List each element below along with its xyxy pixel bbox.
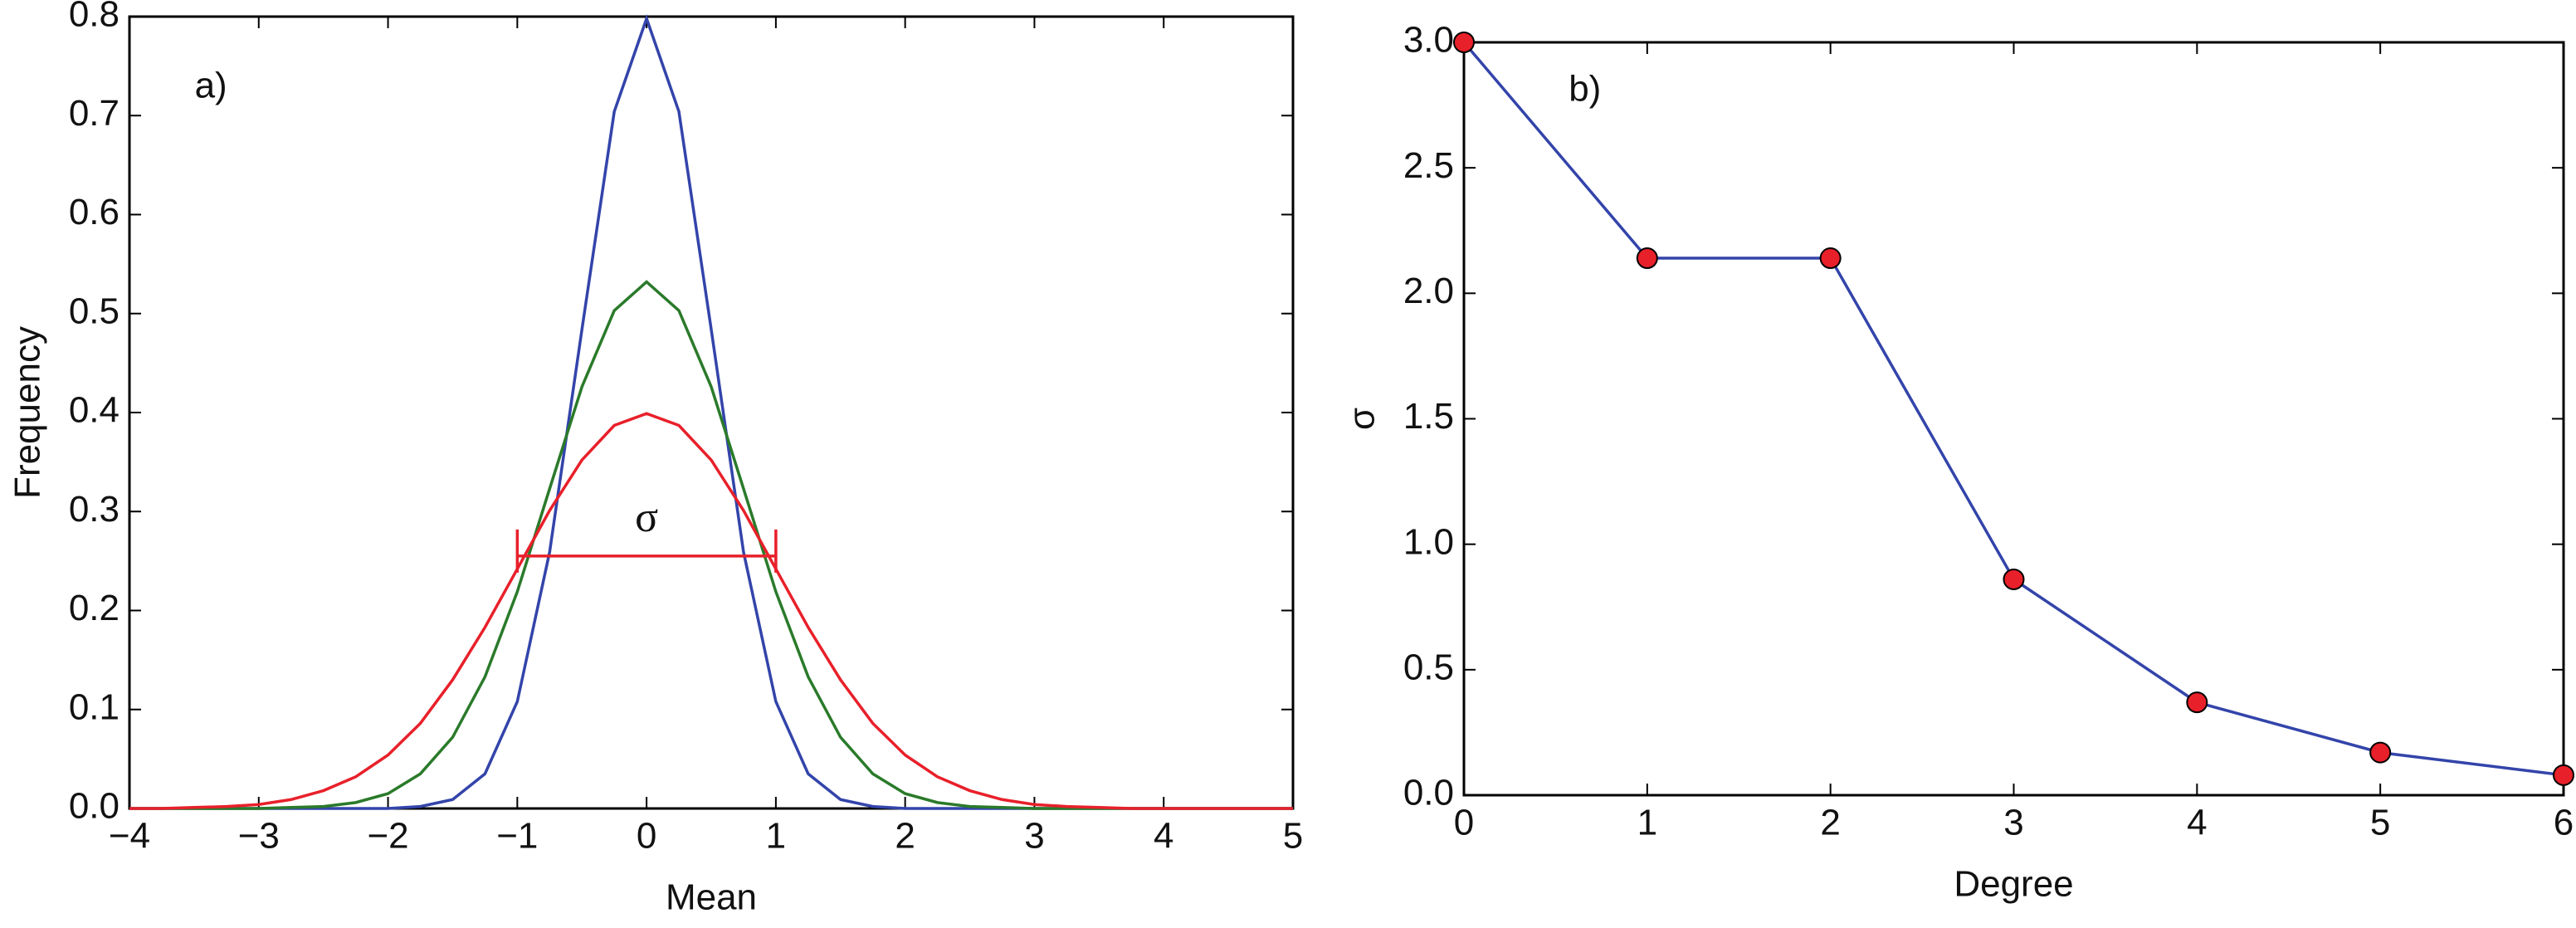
y-tick-label: 0.1 [69, 686, 120, 727]
x-tick-label: −2 [367, 816, 408, 857]
plot-frame [128, 15, 1295, 810]
y-tick-label: 0.7 [69, 93, 120, 134]
data-point [2553, 764, 2574, 786]
data-point [1819, 247, 1842, 270]
y-axis-label: σ [1342, 408, 1383, 430]
series-line [1462, 41, 2564, 777]
data-point [1636, 247, 1658, 270]
y-tick-label: 0.2 [69, 588, 120, 628]
sigma-label: σ [635, 494, 658, 541]
x-tick-label: 2 [895, 816, 915, 857]
y-tick-label: 0.5 [69, 291, 120, 331]
y-tick-label: 1.0 [1403, 521, 1454, 562]
y-axis-label: Frequency [7, 326, 48, 499]
y-tick-label: 0.0 [69, 786, 120, 827]
x-tick-label: 5 [2370, 803, 2390, 843]
data-point [2003, 568, 2025, 590]
x-tick-label: −4 [109, 816, 150, 857]
x-tick-label: 0 [1454, 803, 1474, 843]
data-point [1453, 32, 1475, 53]
data-point [2186, 691, 2208, 714]
x-tick-label: 6 [2554, 803, 2574, 843]
panel-label: b) [1569, 69, 1601, 110]
x-tick-label: 4 [2187, 803, 2207, 843]
x-axis-label: Degree [1954, 864, 2073, 905]
x-tick-label: 3 [1024, 816, 1044, 857]
y-tick-label: 2.5 [1403, 145, 1454, 186]
x-tick-label: 1 [766, 816, 786, 857]
series-line [129, 14, 1293, 810]
y-tick-label: 2.0 [1403, 271, 1454, 311]
series-line [129, 412, 1293, 810]
x-axis-label: Mean [666, 877, 757, 918]
x-tick-label: 1 [1637, 803, 1657, 843]
y-tick-label: 0.3 [69, 489, 120, 530]
y-tick-label: 0.0 [1403, 773, 1454, 813]
data-point [2369, 741, 2392, 764]
x-tick-label: 2 [1820, 803, 1840, 843]
x-tick-label: −1 [496, 816, 538, 857]
x-tick-label: 5 [1283, 816, 1303, 857]
x-tick-label: 4 [1154, 816, 1173, 857]
series-line [129, 280, 1293, 810]
x-tick-label: 3 [2003, 803, 2023, 843]
y-tick-label: 0.6 [69, 192, 120, 232]
plot-frame [1462, 41, 2565, 797]
x-tick-label: −3 [238, 816, 280, 857]
y-tick-label: 0.4 [69, 390, 120, 431]
y-tick-label: 3.0 [1403, 20, 1454, 61]
y-tick-label: 0.5 [1403, 647, 1454, 687]
y-tick-label: 0.8 [69, 0, 120, 35]
x-tick-label: 0 [637, 816, 656, 857]
y-tick-label: 1.5 [1403, 396, 1454, 437]
panel-label: a) [195, 65, 227, 105]
